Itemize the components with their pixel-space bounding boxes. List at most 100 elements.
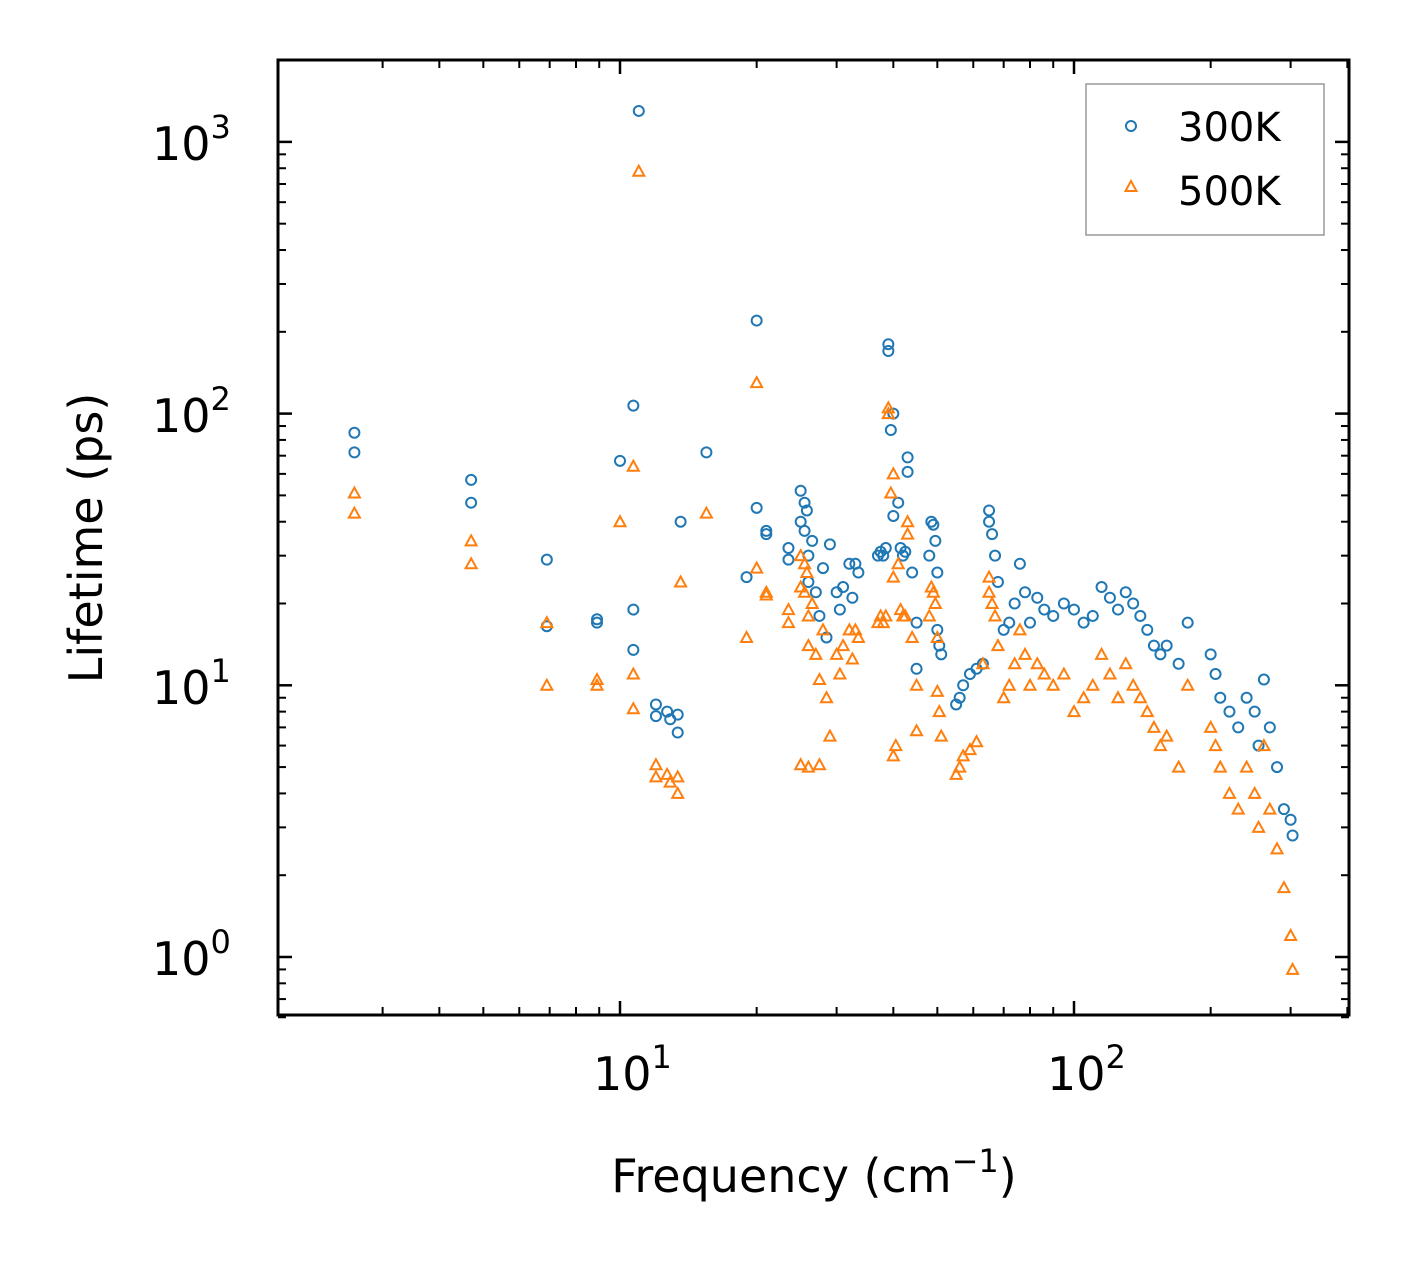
data-point-300k bbox=[750, 501, 763, 514]
data-point-300k bbox=[877, 549, 890, 562]
data-point-500k bbox=[804, 595, 820, 610]
data-point-500k bbox=[759, 587, 774, 601]
data-point-500k bbox=[829, 646, 844, 660]
data-point-300k bbox=[901, 451, 914, 464]
data-point-300k bbox=[627, 603, 640, 616]
data-point-500k bbox=[1276, 880, 1292, 894]
data-point-500k bbox=[969, 734, 984, 748]
data-point-500k bbox=[1085, 677, 1100, 691]
data-point-300k bbox=[1286, 829, 1299, 842]
data-point-300k bbox=[1248, 705, 1261, 718]
data-point-300k bbox=[887, 509, 900, 522]
legend-label-300k: 300K bbox=[1178, 105, 1282, 151]
data-point-500k bbox=[626, 666, 641, 680]
data-point-500k bbox=[759, 584, 774, 598]
data-point-300k bbox=[627, 643, 640, 656]
data-point-500k bbox=[801, 759, 816, 773]
data-point-500k bbox=[815, 622, 831, 636]
data-point-300k bbox=[1209, 668, 1222, 681]
data-point-300k bbox=[1263, 721, 1276, 734]
data-point-500k bbox=[1251, 819, 1266, 833]
data-point-500k bbox=[909, 677, 924, 691]
data-point-500k bbox=[463, 533, 479, 547]
data-point-500k bbox=[996, 690, 1011, 704]
data-point-300k bbox=[1147, 639, 1160, 652]
x-tick-label-100: 102 bbox=[1047, 1038, 1126, 1101]
data-point-300k bbox=[591, 613, 604, 626]
data-point-500k bbox=[891, 556, 906, 570]
data-point-500k bbox=[1102, 666, 1118, 680]
data-point-500k bbox=[670, 769, 685, 783]
data-point-300k bbox=[1008, 597, 1021, 610]
data-point-300k bbox=[846, 591, 859, 604]
data-point-500k bbox=[1007, 656, 1022, 670]
data-point-500k bbox=[848, 622, 863, 636]
data-point-300k bbox=[627, 399, 640, 412]
data-point-500k bbox=[626, 458, 641, 472]
data-point-300k bbox=[989, 549, 1002, 562]
data-point-500k bbox=[851, 629, 866, 643]
data-point-300k bbox=[884, 424, 897, 437]
data-point-300k bbox=[540, 553, 553, 566]
data-point-500k bbox=[1171, 759, 1186, 773]
x-tick-labels: 101 102 bbox=[593, 1038, 1126, 1101]
data-point-500k bbox=[1247, 785, 1262, 799]
data-point-300k bbox=[1134, 609, 1147, 622]
data-point-300k bbox=[957, 679, 970, 692]
data-point-300k bbox=[1232, 721, 1245, 734]
data-point-500k bbox=[749, 375, 764, 389]
data-point-500k bbox=[1285, 961, 1300, 975]
data-point-500k bbox=[948, 766, 964, 780]
data-point-300k bbox=[782, 542, 795, 555]
data-point-300k bbox=[1019, 586, 1032, 599]
legend-label-500k: 500K bbox=[1178, 169, 1282, 215]
data-point-500k bbox=[1208, 738, 1223, 752]
data-point-300k bbox=[798, 524, 811, 537]
data-point-300k bbox=[833, 603, 846, 616]
data-point-500k bbox=[1133, 690, 1148, 704]
data-point-300k bbox=[700, 446, 713, 459]
legend-marker-500k bbox=[1123, 178, 1139, 192]
data-point-500k bbox=[1231, 801, 1246, 815]
data-point-500k bbox=[1030, 656, 1045, 670]
data-point-500k bbox=[926, 584, 941, 598]
data-point-300k bbox=[782, 553, 795, 566]
data-point-300k bbox=[931, 566, 944, 579]
y-tick-label-10: 101 bbox=[152, 652, 231, 715]
data-point-300k bbox=[1103, 591, 1116, 604]
data-point-500k bbox=[1203, 719, 1218, 733]
data-point-300k bbox=[1031, 591, 1044, 604]
data-point-500k bbox=[1239, 759, 1254, 773]
data-point-300k bbox=[906, 566, 919, 579]
data-point-500k bbox=[832, 666, 848, 680]
data-point-300k bbox=[1095, 581, 1108, 594]
legend: 300K 500K bbox=[1085, 83, 1325, 236]
data-point-300k bbox=[910, 616, 923, 629]
data-point-300k bbox=[953, 691, 966, 704]
data-point-500k bbox=[1146, 719, 1162, 733]
data-point-500k bbox=[589, 671, 605, 686]
data-point-300k bbox=[813, 609, 826, 622]
data-point-300k bbox=[794, 484, 807, 497]
data-point-500k bbox=[1037, 666, 1052, 680]
y-tick-label-1: 100 bbox=[152, 923, 231, 986]
data-point-300k bbox=[649, 698, 662, 711]
data-point-500k bbox=[781, 615, 796, 629]
data-point-500k bbox=[886, 466, 901, 480]
data-point-500k bbox=[900, 514, 915, 528]
data-point-300k bbox=[1257, 673, 1270, 686]
data-point-500k bbox=[648, 757, 664, 771]
data-point-500k bbox=[793, 579, 808, 593]
y-axis-label: Lifetime (ps) bbox=[59, 393, 113, 684]
data-point-500k bbox=[801, 608, 816, 622]
data-point-500k bbox=[898, 608, 913, 622]
data-point-500k bbox=[739, 629, 754, 643]
data-point-300k bbox=[348, 426, 361, 439]
data-point-300k bbox=[950, 698, 963, 711]
data-point-300k bbox=[632, 104, 645, 117]
data-point-300k bbox=[983, 504, 996, 517]
data-point-300k bbox=[901, 465, 914, 478]
data-point-500k bbox=[975, 656, 991, 670]
data-point-300k bbox=[1119, 586, 1132, 599]
y-tick-label-1000: 103 bbox=[152, 108, 231, 171]
